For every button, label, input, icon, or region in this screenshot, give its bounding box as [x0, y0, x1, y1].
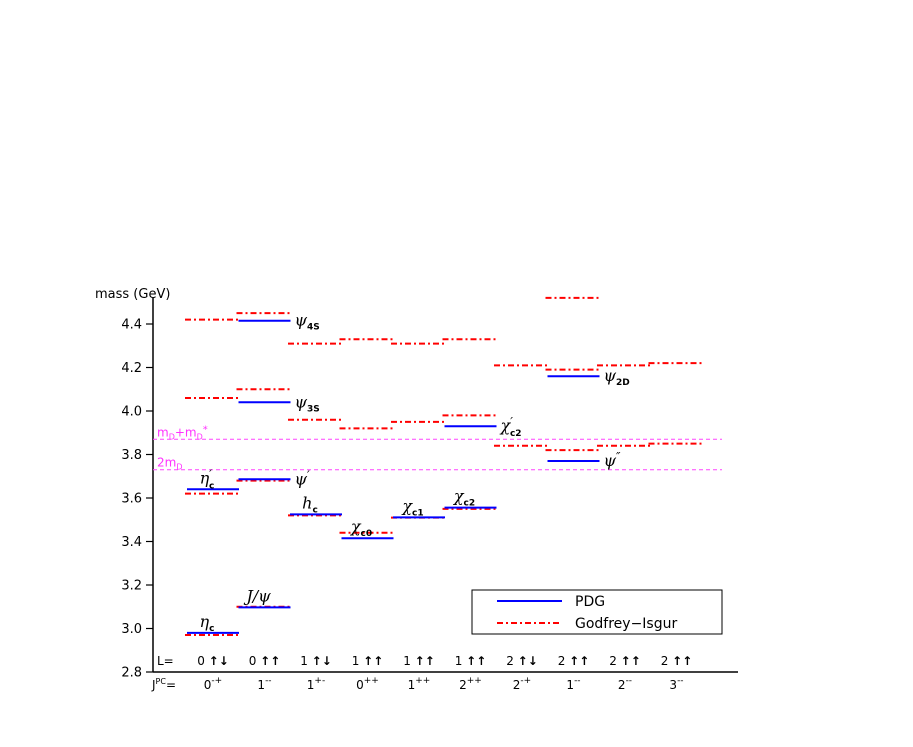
quantum-number-labels: L= JPC= 0 ↑↓ 0-+ 0 ↑↑ 1-- 1 ↑↓ 1+- 1 ↑↑ 0++ 1 ↑↑ 1+…: [151, 654, 692, 692]
godfrey-isgur-levels: [185, 296, 705, 637]
legend-label: PDG: [575, 594, 605, 610]
state-labels: ηc η′ c J/ψ ψ′ ψ3S ψ4S hc χc0 χc1 χc2 χ′ c2 ψ″ ψ2D: [200, 311, 630, 634]
y-tick-label: 4.0: [121, 405, 142, 420]
y-ticks: 2.8 3.0 3.2 3.4 3.6 3.8 4.0 4.2 4.4: [121, 318, 153, 681]
row-label-jpc: JPC=: [151, 677, 176, 692]
state-label: χ′ c2: [500, 415, 522, 439]
y-tick-label: 3.4: [121, 535, 142, 550]
column-l-spin: 2 ↑↓: [506, 654, 538, 668]
state-label: J/ψ: [243, 586, 271, 605]
column-jpc: 2--: [618, 676, 632, 692]
column-jpc: 0++: [356, 676, 379, 692]
state-label: ψ2D: [604, 366, 630, 388]
column-l-spin: 0 ↑↑: [249, 654, 281, 668]
state-label: ψ3S: [295, 392, 320, 414]
column-l-spin: 1 ↑↓: [300, 654, 332, 668]
threshold-lines: mD+mD* 2mD: [153, 424, 722, 472]
state-label: ψ′: [295, 468, 311, 488]
column-l-spin: 2 ↑↑: [661, 654, 693, 668]
column-jpc: 2++: [459, 676, 482, 692]
state-label: η′ c: [200, 467, 215, 491]
y-tick-label: 3.6: [121, 492, 142, 507]
column-jpc: 1+-: [307, 676, 325, 692]
y-tick-label: 2.8: [121, 666, 142, 681]
legend-label: Godfrey−Isgur: [575, 616, 677, 632]
column-l-spin: 2 ↑↑: [609, 654, 641, 668]
state-label: hc: [302, 493, 318, 515]
state-label: χc0: [350, 517, 372, 539]
column-jpc: 1++: [408, 676, 431, 692]
column-l-spin: 1 ↑↑: [352, 654, 384, 668]
column-l-spin: 1 ↑↑: [403, 654, 435, 668]
y-tick-label: 3.0: [121, 622, 142, 637]
y-tick-label: 4.2: [121, 361, 142, 376]
column-jpc: 3--: [669, 676, 683, 692]
threshold-label: mD+mD*: [157, 424, 208, 441]
y-axis-title: mass (GeV): [95, 287, 170, 302]
state-label: ψ″: [604, 450, 622, 470]
y-tick-label: 4.4: [121, 318, 142, 333]
state-label: χc2: [453, 487, 475, 509]
legend: PDG Godfrey−Isgur: [471, 589, 723, 635]
state-label: χc1: [401, 496, 423, 518]
column-jpc: 2-+: [513, 676, 531, 692]
state-label: ψ4S: [295, 311, 320, 333]
legend-box: [471, 589, 723, 635]
column-l-spin: 0 ↑↓: [197, 654, 229, 668]
column-jpc: 0-+: [204, 676, 222, 692]
column-l-spin: 2 ↑↑: [558, 654, 590, 668]
axes: mass (GeV): [95, 287, 738, 673]
y-tick-label: 3.2: [121, 579, 142, 594]
pdg-levels: [187, 319, 600, 634]
column-jpc: 1--: [566, 676, 580, 692]
column-jpc: 1--: [257, 676, 271, 692]
state-label: ηc: [200, 612, 215, 634]
threshold-label: 2mD: [157, 456, 183, 472]
column-l-spin: 1 ↑↑: [455, 654, 487, 668]
y-tick-label: 3.8: [121, 448, 142, 463]
row-label-l: L=: [157, 654, 174, 668]
